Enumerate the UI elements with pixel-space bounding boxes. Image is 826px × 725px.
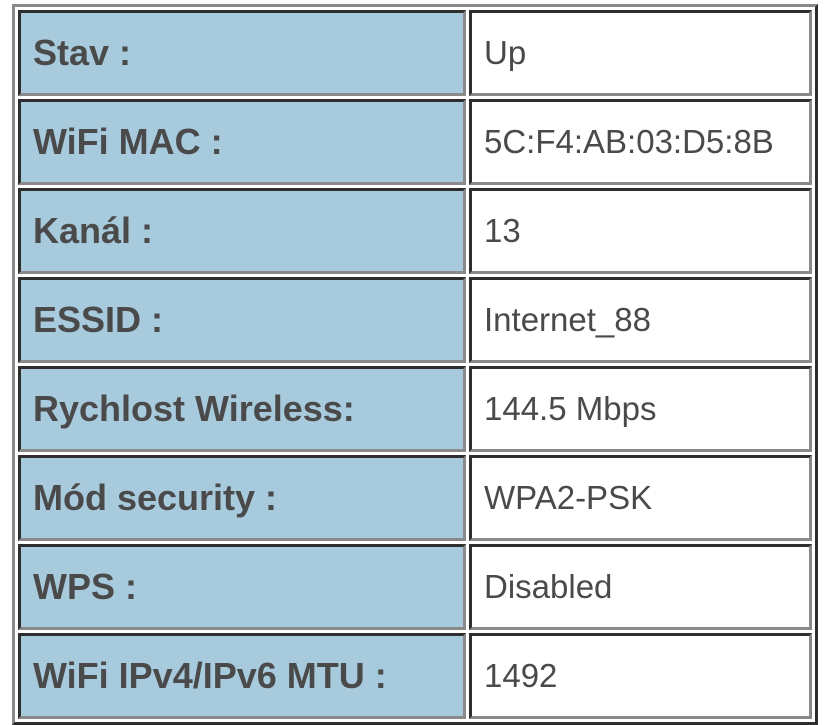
row-label: Stav : [18, 10, 466, 96]
table-row-wireless-speed: Rychlost Wireless: 144.5 Mbps [18, 366, 812, 452]
row-label: WPS : [18, 544, 466, 630]
table-row-wps: WPS : Disabled [18, 544, 812, 630]
row-value: Internet_88 [469, 277, 812, 363]
row-label: WiFi MAC : [18, 99, 466, 185]
row-value: Up [469, 10, 812, 96]
table-row-wifi-mac: WiFi MAC :5C:F4:AB:03:D5:8B [18, 99, 812, 185]
row-value: 144.5 Mbps [469, 366, 812, 452]
table-row-security-mode: Mód security : WPA2-PSK [18, 455, 812, 541]
row-label: WiFi IPv4/IPv6 MTU : [18, 633, 466, 719]
table-row-status: Stav : Up [18, 10, 812, 96]
row-value: WPA2-PSK [469, 455, 812, 541]
row-label: Mód security : [18, 455, 466, 541]
row-label: Rychlost Wireless: [18, 366, 466, 452]
row-value: 13 [469, 188, 812, 274]
table-row-essid: ESSID : Internet_88 [18, 277, 812, 363]
table-row-channel: Kanál :13 [18, 188, 812, 274]
wifi-status-table: Stav : Up WiFi MAC :5C:F4:AB:03:D5:8B Kan… [12, 4, 818, 725]
row-value: Disabled [469, 544, 812, 630]
row-value: 5C:F4:AB:03:D5:8B [469, 99, 812, 185]
row-label: ESSID : [18, 277, 466, 363]
table-row-mtu: WiFi IPv4/IPv6 MTU :1492 [18, 633, 812, 719]
row-label: Kanál : [18, 188, 466, 274]
row-value: 1492 [469, 633, 812, 719]
